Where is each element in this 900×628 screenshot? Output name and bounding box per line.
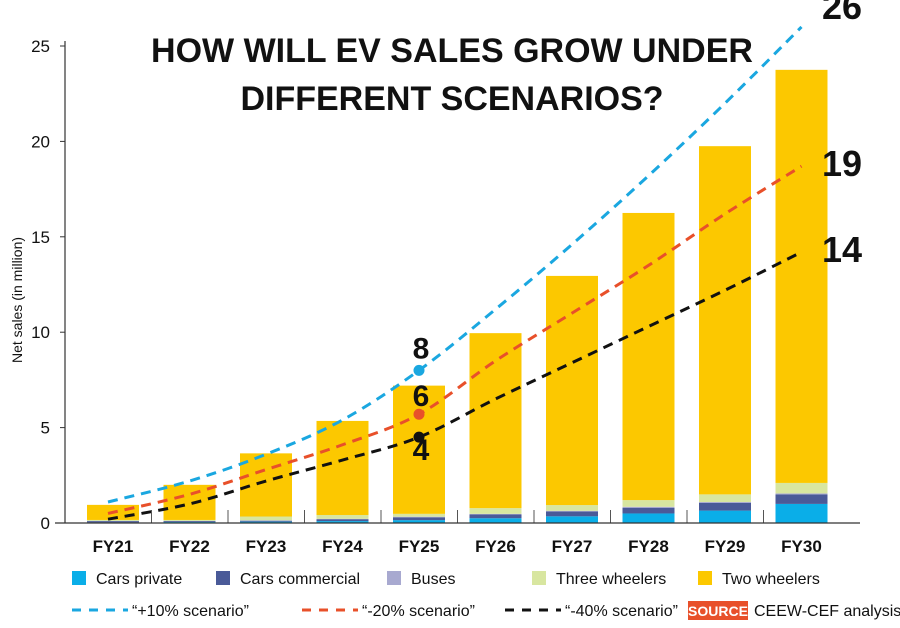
legend-label: Two wheelers xyxy=(722,571,820,588)
source-badge-label: SOURCE xyxy=(688,603,748,619)
bar-segment-two-wheelers xyxy=(775,69,828,483)
x-tick-label: FY30 xyxy=(781,537,822,556)
y-tick-label: 25 xyxy=(31,37,50,56)
scenario-line-minus-40 xyxy=(107,250,803,521)
bar-segment-cars-commercial xyxy=(699,502,751,511)
scenario-line-plus-10 xyxy=(107,25,803,504)
legend-label: “-20% scenario” xyxy=(362,603,475,620)
fy25-value-label-minus-20: 6 xyxy=(413,380,430,413)
bar-segment-cars-private xyxy=(699,510,751,523)
legend-swatch xyxy=(72,571,86,585)
x-tick-label: FY21 xyxy=(93,537,134,556)
bar-segment-cars-commercial xyxy=(622,507,675,514)
scenario-point-fy25-plus-10 xyxy=(413,364,425,376)
bar-segment-cars-commercial xyxy=(546,511,598,517)
bar-segment-three-wheelers xyxy=(240,516,292,521)
x-tick-label: FY29 xyxy=(705,537,746,556)
bar-segment-cars-commercial xyxy=(775,494,828,504)
bar-segment-cars-commercial xyxy=(316,519,369,522)
legend-swatch xyxy=(216,571,230,585)
chart-title-line-1: HOW WILL EV SALES GROW UNDER xyxy=(151,32,753,70)
bar-segment-three-wheelers xyxy=(316,514,369,519)
scenario-point-fy25-minus-40 xyxy=(413,431,425,443)
bar-segment-buses xyxy=(775,493,828,495)
bar-segment-buses xyxy=(622,506,675,508)
end-value-label-minus-20: 19 xyxy=(822,143,862,184)
y-tick-label: 15 xyxy=(31,228,50,247)
bar-segment-two-wheelers xyxy=(546,275,598,506)
bar-segment-cars-private xyxy=(393,520,445,523)
bar-segment-cars-private xyxy=(469,518,522,523)
legend-swatch xyxy=(698,571,712,585)
bar-segment-cars-commercial xyxy=(240,520,292,522)
bar-segment-two-wheelers xyxy=(163,484,216,520)
legend-label: “+10% scenario” xyxy=(132,603,249,620)
bar-segment-three-wheelers xyxy=(775,482,828,494)
source-badge xyxy=(688,601,748,620)
bar-segment-cars-private xyxy=(316,521,369,523)
legend-label: Cars private xyxy=(96,571,182,588)
bar-segment-cars-commercial xyxy=(393,517,445,521)
legend-swatch xyxy=(532,571,546,585)
bar-segment-two-wheelers xyxy=(316,420,369,515)
bar-segment-three-wheelers xyxy=(163,519,216,521)
scenario-point-fy25-minus-20 xyxy=(413,408,425,420)
bar-segment-two-wheelers xyxy=(622,212,675,501)
bar-segment-cars-commercial xyxy=(163,521,216,523)
x-tick-label: FY22 xyxy=(169,537,210,556)
bar-segment-buses xyxy=(699,502,751,503)
end-value-label-minus-40: 14 xyxy=(822,229,862,270)
scenario-line-minus-20 xyxy=(107,164,803,515)
bar-segment-three-wheelers xyxy=(393,513,445,517)
y-tick-label: 10 xyxy=(31,323,50,342)
bar-segment-three-wheelers xyxy=(622,500,675,507)
fy25-value-label-plus-10: 8 xyxy=(413,332,430,365)
end-value-label-plus-10: 26 xyxy=(822,0,862,27)
y-axis-label: Net sales (in million) xyxy=(9,237,25,363)
bar-segment-three-wheelers xyxy=(469,508,522,514)
x-tick-label: FY28 xyxy=(628,537,669,556)
bar-segment-cars-private xyxy=(240,521,292,523)
legend-label: Buses xyxy=(411,571,455,588)
chart-title-line-2: DIFFERENT SCENARIOS? xyxy=(240,80,663,118)
bar-segment-two-wheelers xyxy=(469,333,522,509)
x-tick-label: FY24 xyxy=(322,537,363,556)
legend-label: Cars commercial xyxy=(240,571,360,588)
bar-segment-two-wheelers xyxy=(699,146,751,495)
bar-segment-cars-private xyxy=(546,516,598,523)
bar-segment-cars-private xyxy=(622,513,675,523)
bar-segment-buses xyxy=(393,516,445,518)
y-tick-label: 5 xyxy=(41,419,50,438)
bar-segment-cars-private xyxy=(775,503,828,523)
source-text: CEEW-CEF analysis xyxy=(754,603,900,620)
legend-label: Three wheelers xyxy=(556,571,666,588)
bar-segment-three-wheelers xyxy=(699,494,751,503)
x-tick-label: FY27 xyxy=(552,537,593,556)
bar-segment-cars-commercial xyxy=(469,514,522,519)
bar-segment-buses xyxy=(546,510,598,512)
fy25-value-label-minus-40: 4 xyxy=(413,434,430,467)
y-tick-label: 0 xyxy=(41,514,50,533)
legend-swatch xyxy=(387,571,401,585)
y-tick-label: 20 xyxy=(31,132,50,151)
bar-segment-three-wheelers xyxy=(546,505,598,511)
bar-segment-three-wheelers xyxy=(87,519,139,521)
bar-segment-buses xyxy=(469,513,522,515)
x-tick-label: FY26 xyxy=(475,537,516,556)
x-tick-label: FY25 xyxy=(399,537,440,556)
bar-segment-cars-commercial xyxy=(87,521,139,523)
legend-label: “-40% scenario” xyxy=(565,603,678,620)
x-tick-label: FY23 xyxy=(246,537,287,556)
bar-segment-two-wheelers xyxy=(393,385,445,514)
